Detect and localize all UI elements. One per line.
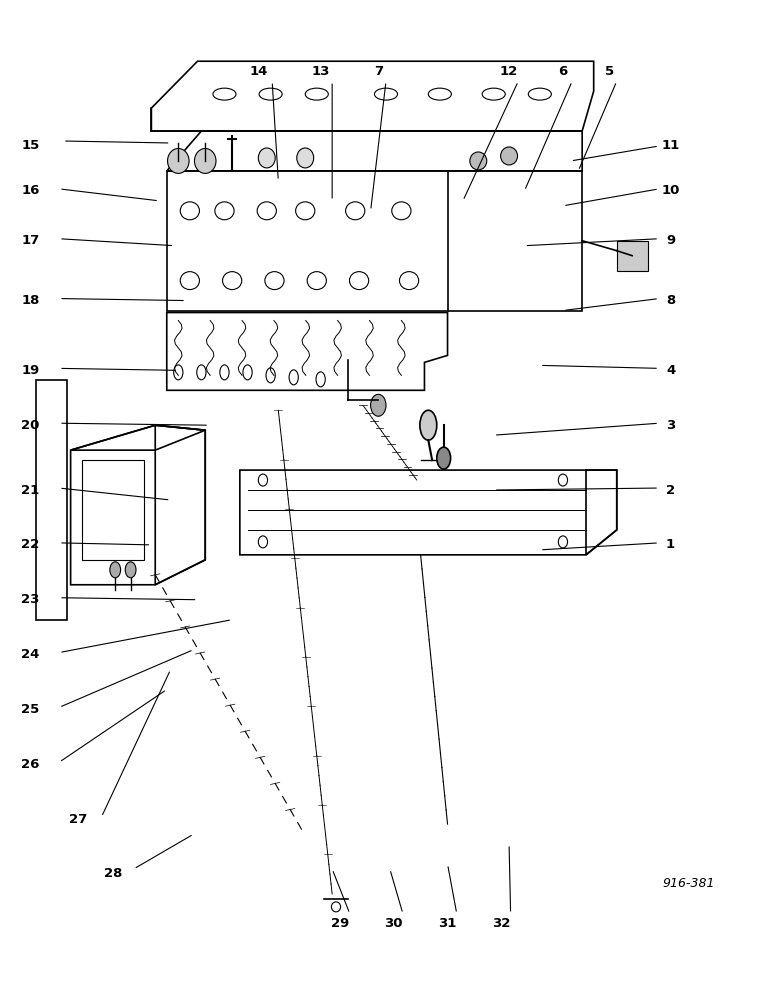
Text: 15: 15 [22, 139, 39, 152]
Text: 27: 27 [69, 813, 87, 826]
Text: 24: 24 [22, 648, 40, 661]
Text: 29: 29 [330, 917, 349, 930]
Ellipse shape [168, 148, 189, 173]
Ellipse shape [125, 562, 136, 578]
Ellipse shape [500, 147, 517, 165]
Ellipse shape [110, 562, 120, 578]
Text: 2: 2 [666, 484, 676, 497]
Ellipse shape [296, 148, 313, 168]
Text: 4: 4 [666, 364, 676, 377]
Text: 14: 14 [250, 65, 268, 78]
Ellipse shape [371, 394, 386, 416]
Text: 28: 28 [103, 867, 122, 880]
Text: 31: 31 [438, 917, 457, 930]
Text: 10: 10 [662, 184, 680, 197]
Text: 13: 13 [311, 65, 330, 78]
Ellipse shape [195, 148, 216, 173]
Text: 23: 23 [22, 593, 40, 606]
Text: 21: 21 [22, 484, 39, 497]
Text: 5: 5 [604, 65, 614, 78]
Text: 916-381: 916-381 [663, 877, 716, 890]
Ellipse shape [420, 410, 437, 440]
Text: 7: 7 [374, 65, 383, 78]
Text: 3: 3 [666, 419, 676, 432]
Text: 8: 8 [666, 294, 676, 307]
Text: 12: 12 [500, 65, 518, 78]
Text: 25: 25 [22, 703, 39, 716]
Ellipse shape [259, 148, 276, 168]
Text: 16: 16 [22, 184, 40, 197]
Text: 6: 6 [558, 65, 567, 78]
Text: 20: 20 [22, 419, 40, 432]
Text: 30: 30 [384, 917, 403, 930]
Text: 1: 1 [666, 538, 676, 551]
Ellipse shape [437, 447, 451, 469]
Text: 9: 9 [666, 234, 676, 247]
Ellipse shape [470, 152, 487, 170]
Text: 22: 22 [22, 538, 39, 551]
Text: 32: 32 [493, 917, 510, 930]
Text: 18: 18 [22, 294, 40, 307]
Text: 17: 17 [22, 234, 39, 247]
Text: 19: 19 [22, 364, 39, 377]
Text: 26: 26 [22, 758, 40, 771]
Bar [617, 241, 648, 271]
Text: 11: 11 [662, 139, 679, 152]
